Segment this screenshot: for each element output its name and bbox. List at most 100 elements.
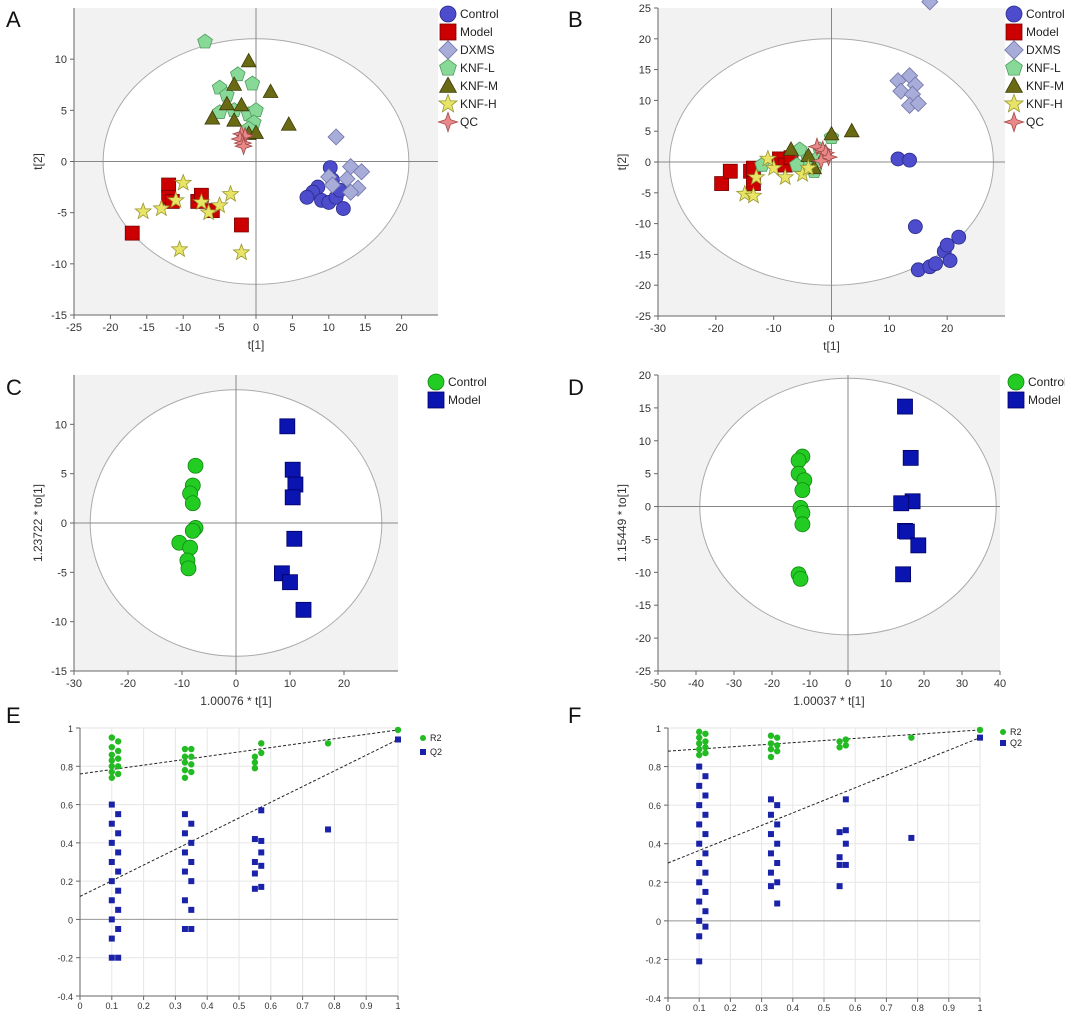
- data-point: [188, 761, 195, 768]
- x-tick-label: 40: [994, 678, 1006, 690]
- y-tick-label: 20: [639, 370, 651, 382]
- data-point: [790, 452, 807, 469]
- legend-label: KNF-L: [460, 61, 495, 75]
- y-tick-label: 0: [656, 917, 661, 927]
- data-point: [696, 763, 703, 770]
- y-tick-label: 0.4: [648, 840, 661, 850]
- legend-marker: [1004, 40, 1024, 60]
- data-point: [226, 112, 243, 127]
- data-point: [251, 870, 258, 877]
- data-point: [114, 738, 122, 745]
- data-point: [115, 868, 122, 875]
- data-point: [114, 770, 122, 778]
- data-point: [114, 763, 122, 770]
- y-tick-label: -20: [635, 280, 651, 292]
- data-point: [774, 821, 781, 828]
- data-point: [108, 839, 115, 846]
- y-tick-label: 15: [639, 403, 651, 415]
- data-point: [218, 95, 235, 111]
- y-tick-label: 20: [639, 34, 651, 46]
- data-point: [124, 225, 140, 241]
- y-tick-label: 10: [639, 95, 651, 107]
- data-point: [188, 878, 195, 885]
- x-tick-label: 0.1: [106, 1001, 119, 1011]
- data-point: [114, 747, 122, 755]
- data-point: [842, 736, 850, 743]
- x-tick-label: -20: [102, 322, 118, 334]
- legend-label: Control: [1026, 7, 1065, 21]
- legend-label: R2: [430, 733, 442, 743]
- y-tick-label: -15: [635, 249, 651, 261]
- data-point: [696, 958, 703, 965]
- legend-marker: [1005, 23, 1023, 41]
- data-point: [226, 76, 243, 91]
- data-point: [262, 83, 279, 98]
- x-tick-label: 0.9: [943, 1003, 956, 1013]
- data-point: [744, 186, 763, 204]
- x-tick-label: -20: [764, 678, 780, 690]
- x-tick-label: 0.5: [233, 1001, 246, 1011]
- x-tick-label: 0.1: [693, 1003, 706, 1013]
- legend-marker: [437, 111, 459, 133]
- data-point: [204, 109, 221, 125]
- data-point: [232, 243, 251, 261]
- data-point: [251, 765, 259, 772]
- data-point: [192, 192, 211, 211]
- legend-label: Model: [448, 393, 481, 407]
- y-tick-label: -15: [51, 666, 67, 678]
- x-tick-label: -10: [766, 323, 782, 335]
- data-point: [188, 753, 195, 760]
- data-point: [747, 167, 766, 186]
- x-tick-label: 20: [395, 322, 407, 334]
- data-point: [702, 773, 709, 780]
- data-point: [758, 149, 778, 167]
- data-point: [251, 859, 258, 865]
- y-tick-label: 1: [656, 724, 661, 734]
- y-axis-label: t[2]: [615, 154, 629, 171]
- x-tick-label: 1: [395, 1001, 400, 1011]
- data-point: [184, 522, 201, 539]
- data-point: [842, 827, 849, 834]
- data-point: [335, 201, 351, 216]
- series-qc: [807, 136, 839, 171]
- data-point: [799, 158, 818, 176]
- data-point: [181, 766, 189, 774]
- x-tick-label: 0.3: [169, 1001, 182, 1011]
- data-point: [782, 141, 800, 156]
- x-tick-label: 10: [880, 678, 892, 690]
- data-point: [286, 530, 303, 547]
- y-tick-label: 1: [68, 724, 73, 734]
- x-tick-label: 30: [956, 678, 968, 690]
- panel-a: A -25 -20 -15 -10 -5 0 5 10 15 20 -15 -10 -5 0 5 10 t[1] t…: [6, 5, 499, 352]
- y-tick-label: -0.2: [645, 955, 661, 965]
- data-point: [696, 821, 703, 828]
- y-tick-label: -0.4: [645, 994, 661, 1004]
- data-point: [115, 849, 122, 856]
- legend: Control Model: [427, 373, 487, 409]
- data-point: [108, 768, 116, 776]
- data-point: [696, 879, 703, 886]
- data-point: [811, 151, 831, 171]
- y-tick-label: -10: [635, 219, 651, 231]
- y-tick-label: -15: [51, 310, 67, 322]
- data-point: [258, 749, 265, 757]
- data-point: [251, 885, 258, 892]
- data-point: [181, 897, 188, 904]
- x-tick-label: -20: [120, 678, 136, 690]
- data-point: [174, 173, 193, 191]
- series-knf-h: [735, 149, 818, 204]
- legend-marker: [1005, 58, 1023, 76]
- data-point: [108, 916, 115, 923]
- data-point: [902, 449, 919, 466]
- data-point: [696, 802, 703, 809]
- data-point: [767, 753, 775, 761]
- legend-label: QC: [460, 115, 478, 129]
- data-point: [836, 744, 843, 751]
- y-tick-label: -20: [635, 633, 651, 645]
- x-axis-label: 1.00076 * t[1]: [200, 694, 271, 708]
- data-point: [251, 836, 258, 843]
- data-point: [115, 811, 122, 818]
- legend-marker: [1005, 5, 1023, 23]
- legend-marker: [1003, 93, 1025, 113]
- data-point: [115, 926, 122, 932]
